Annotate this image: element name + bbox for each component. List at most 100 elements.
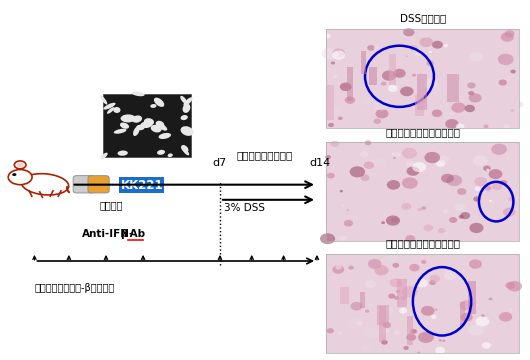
Ellipse shape <box>392 263 399 268</box>
Ellipse shape <box>393 157 396 159</box>
Ellipse shape <box>423 225 433 231</box>
Ellipse shape <box>379 306 394 316</box>
Ellipse shape <box>356 321 363 325</box>
Ellipse shape <box>505 30 515 37</box>
Ellipse shape <box>458 215 464 219</box>
Ellipse shape <box>365 310 369 313</box>
Ellipse shape <box>431 315 437 319</box>
Ellipse shape <box>322 48 338 59</box>
Text: d7: d7 <box>213 158 227 168</box>
Ellipse shape <box>402 148 417 159</box>
Ellipse shape <box>347 75 351 77</box>
Ellipse shape <box>429 51 432 53</box>
Ellipse shape <box>365 140 372 145</box>
Ellipse shape <box>107 107 114 114</box>
Ellipse shape <box>332 52 339 57</box>
Ellipse shape <box>484 186 491 190</box>
Ellipse shape <box>443 209 449 214</box>
Ellipse shape <box>140 121 153 128</box>
Ellipse shape <box>432 109 442 117</box>
Ellipse shape <box>136 125 145 130</box>
Ellipse shape <box>144 118 154 126</box>
Ellipse shape <box>489 169 502 179</box>
Ellipse shape <box>435 347 445 354</box>
Bar <box>326 254 519 353</box>
Ellipse shape <box>482 342 491 349</box>
Ellipse shape <box>419 37 433 47</box>
Ellipse shape <box>489 200 492 202</box>
Ellipse shape <box>14 161 26 169</box>
Ellipse shape <box>421 206 426 210</box>
Ellipse shape <box>151 125 162 132</box>
Ellipse shape <box>501 32 514 42</box>
Ellipse shape <box>465 105 475 112</box>
Ellipse shape <box>157 150 165 155</box>
Ellipse shape <box>328 123 334 127</box>
Text: KK221: KK221 <box>120 179 163 192</box>
Bar <box>326 29 519 128</box>
Ellipse shape <box>120 122 129 129</box>
Ellipse shape <box>438 156 449 163</box>
Ellipse shape <box>325 155 331 159</box>
FancyBboxPatch shape <box>73 176 94 193</box>
Ellipse shape <box>457 188 466 195</box>
Ellipse shape <box>348 266 354 270</box>
Ellipse shape <box>340 190 343 193</box>
Ellipse shape <box>509 309 513 311</box>
Ellipse shape <box>425 152 440 163</box>
Text: Ab: Ab <box>126 229 145 239</box>
Ellipse shape <box>417 352 420 354</box>
Ellipse shape <box>439 339 442 342</box>
Ellipse shape <box>444 44 448 48</box>
Ellipse shape <box>469 93 482 103</box>
Ellipse shape <box>473 197 481 202</box>
Ellipse shape <box>390 278 402 287</box>
Ellipse shape <box>340 82 352 91</box>
Ellipse shape <box>182 104 190 113</box>
Ellipse shape <box>403 28 414 36</box>
Ellipse shape <box>475 316 489 327</box>
Ellipse shape <box>444 271 457 280</box>
Ellipse shape <box>374 46 379 50</box>
Ellipse shape <box>114 129 127 134</box>
Ellipse shape <box>467 82 475 89</box>
Ellipse shape <box>360 175 369 181</box>
Ellipse shape <box>515 102 523 107</box>
Ellipse shape <box>120 114 136 122</box>
Ellipse shape <box>490 219 492 221</box>
Ellipse shape <box>499 80 507 86</box>
Ellipse shape <box>374 265 388 275</box>
Ellipse shape <box>347 318 360 328</box>
Ellipse shape <box>421 260 427 264</box>
Ellipse shape <box>492 183 502 190</box>
Ellipse shape <box>401 296 407 301</box>
Ellipse shape <box>151 104 156 108</box>
Bar <box>379 306 386 342</box>
Ellipse shape <box>374 118 381 124</box>
Ellipse shape <box>154 98 164 107</box>
Ellipse shape <box>507 281 522 292</box>
Ellipse shape <box>362 345 370 351</box>
Ellipse shape <box>333 75 338 78</box>
Ellipse shape <box>326 328 334 333</box>
Ellipse shape <box>400 86 413 96</box>
Text: インターフェロン-β中和抗体: インターフェロン-β中和抗体 <box>34 283 114 293</box>
Ellipse shape <box>435 85 441 90</box>
Ellipse shape <box>133 126 139 136</box>
Ellipse shape <box>469 259 482 269</box>
Ellipse shape <box>367 45 375 51</box>
Ellipse shape <box>396 290 401 293</box>
Bar <box>103 94 191 157</box>
Ellipse shape <box>487 342 493 347</box>
Ellipse shape <box>338 117 343 120</box>
Ellipse shape <box>416 279 428 287</box>
Ellipse shape <box>387 180 400 190</box>
Ellipse shape <box>157 123 167 131</box>
Ellipse shape <box>402 286 418 297</box>
Ellipse shape <box>422 188 426 190</box>
Ellipse shape <box>505 282 515 289</box>
Ellipse shape <box>483 166 491 171</box>
Bar <box>326 29 519 128</box>
Ellipse shape <box>158 133 171 139</box>
Ellipse shape <box>498 54 514 65</box>
